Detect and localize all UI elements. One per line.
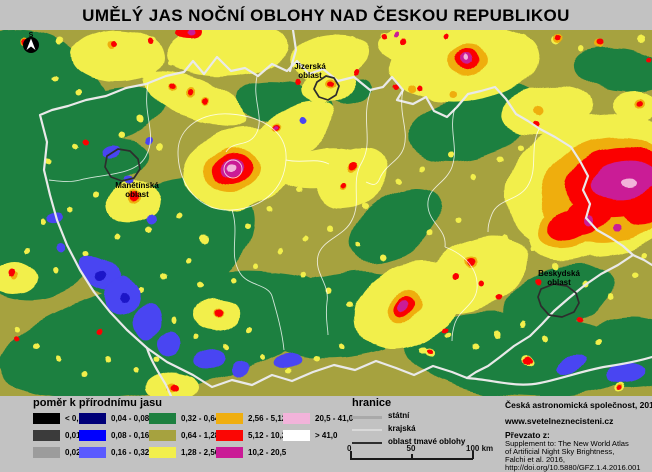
legend-swatch: [149, 430, 176, 441]
north-arrow-needle: [26, 38, 36, 50]
legend-title: poměr k přírodnímu jasu: [33, 397, 162, 409]
page-title: UMĚLÝ JAS NOČNÍ OBLOHY NAD ČESKOU REPUBL…: [82, 6, 570, 25]
scalebar-tick-mid: [411, 454, 413, 459]
state-border-sample: [352, 416, 382, 419]
regional-borders: [48, 75, 540, 351]
credit-source-line1: Supplement to: The New World Atlas: [505, 439, 629, 448]
state-border-label: státní: [388, 411, 410, 420]
credit-source-heading: Převzato z:: [505, 430, 550, 440]
label-beskydska-line2: oblast: [547, 278, 571, 287]
czech-state-border: [38, 55, 635, 389]
label-manetinska-line2: oblast: [125, 190, 149, 199]
map-svg: Jizerská oblast Manětínská oblast Beskyd…: [0, 23, 652, 401]
dark-sky-outline-beskydska: [537, 283, 580, 318]
label-beskydska-line1: Beskydská: [538, 269, 580, 278]
legend-swatch: [216, 430, 243, 441]
label-jizerska-line1: Jizerská: [294, 62, 326, 71]
scalebar-tick-end: [472, 451, 474, 459]
legend-swatch: [33, 447, 60, 458]
pink-layer: [225, 54, 636, 187]
credit-source-line3: Falchi et al. 2016,: [505, 455, 565, 464]
credit-source-doi: http://doi.org/10.5880/GFZ.1.4.2016.001: [505, 463, 641, 472]
credit-source-line2: of Artificial Night Sky Brightness,: [505, 447, 615, 456]
label-manetinska-line1: Manětínská: [115, 181, 159, 190]
legend-swatch: [216, 413, 243, 424]
legend-swatch: [79, 413, 106, 424]
legend-swatch: [283, 413, 310, 424]
legend-panel: poměr k přírodnímu jasu < 0,01 0,01 - 0,…: [0, 396, 652, 472]
dark-sky-border-label: oblast tmavé oblohy: [388, 437, 466, 446]
foreign-border-pl-sk: [631, 253, 652, 267]
legend-swatch: [33, 430, 60, 441]
legend-swatch: [149, 447, 176, 458]
credit-website: www.svetelneznecisteni.cz: [505, 416, 614, 426]
foreign-border-de-at: [145, 346, 173, 398]
regional-border-label: krajská: [388, 424, 416, 433]
legend-swatch: [33, 413, 60, 424]
legend-swatch: [283, 430, 310, 441]
dark-sky-border-sample: [352, 442, 382, 444]
dark-sky-outline-jizerska: [313, 75, 340, 101]
dark-sky-outline-manetinska: [104, 148, 141, 182]
regional-border-sample: [352, 429, 382, 431]
credit-society: Česká astronomická společnost, 2017: [505, 400, 652, 410]
dark-sky-labels: Jizerská oblast Manětínská oblast Beskyd…: [115, 62, 580, 287]
foreign-border-at-sk: [465, 355, 652, 386]
state-borders: [38, 28, 652, 398]
north-label: S: [29, 32, 34, 39]
label-jizerska-line2: oblast: [298, 71, 322, 80]
legend-swatch: [79, 430, 106, 441]
north-arrow: S: [23, 32, 39, 53]
scalebar-0: 0: [347, 444, 352, 453]
scalebar-100km: 100 km: [466, 444, 494, 453]
legend-swatch: [216, 447, 243, 458]
borders-legend-title: hranice: [352, 397, 392, 409]
foreign-border-de-pl: [288, 28, 298, 73]
map-canvas: Jizerská oblast Manětínská oblast Beskyd…: [0, 23, 652, 401]
legend-swatch: [149, 413, 176, 424]
scalebar-tick-start: [350, 451, 352, 459]
legend-swatch: [79, 447, 106, 458]
scalebar-50: 50: [406, 444, 416, 453]
navy-darkest-layer: [95, 271, 129, 303]
